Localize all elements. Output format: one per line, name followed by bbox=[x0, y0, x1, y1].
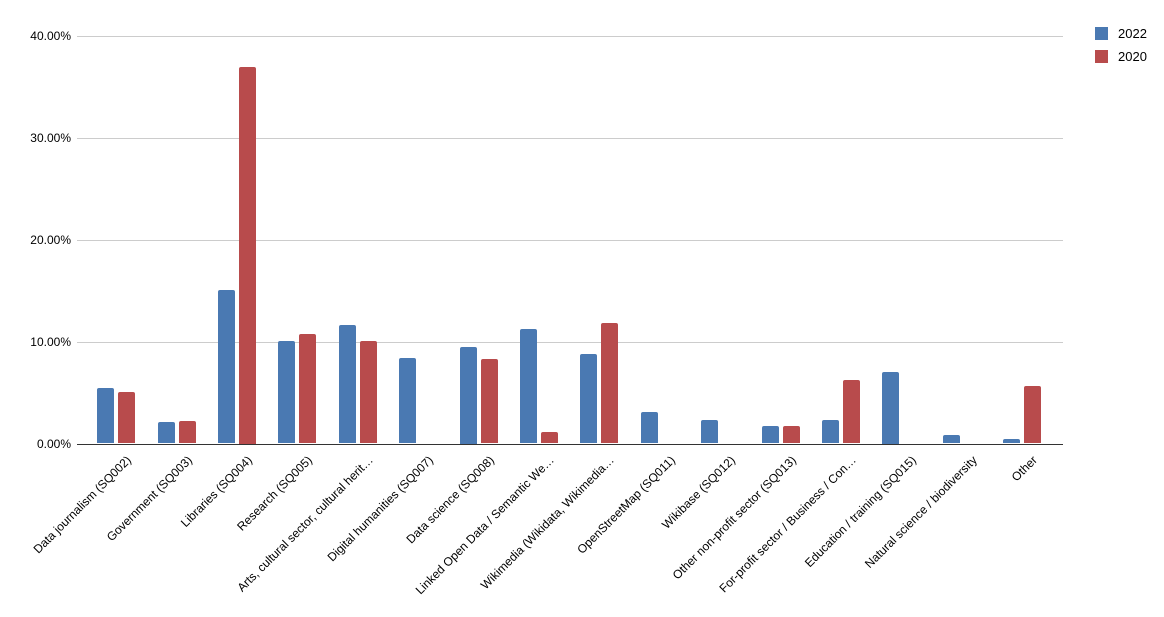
bar-2022-category-14 bbox=[942, 435, 960, 444]
y-axis-tick-label: 10.00% bbox=[30, 334, 71, 349]
bar-2022-category-8 bbox=[580, 353, 598, 444]
bar-2022-category-9 bbox=[640, 411, 658, 444]
bar-2020-category-3 bbox=[299, 334, 317, 444]
bar-2020-category-2 bbox=[239, 66, 256, 444]
y-axis-tick-label: 30.00% bbox=[30, 130, 71, 145]
bar-2022-category-5 bbox=[399, 357, 417, 444]
bar-2022-category-11 bbox=[761, 426, 779, 444]
gridline bbox=[77, 137, 1063, 139]
legend: 2022 2020 bbox=[1095, 26, 1147, 72]
y-axis-tick-label: 0.00% bbox=[36, 436, 71, 451]
legend-label: 2020 bbox=[1118, 49, 1147, 64]
bar-2022-category-1 bbox=[157, 422, 175, 444]
bar-2020-category-7 bbox=[541, 432, 558, 444]
legend-item-2020: 2020 bbox=[1095, 49, 1147, 64]
bar-2022-category-7 bbox=[520, 329, 537, 444]
legend-label: 2022 bbox=[1118, 26, 1147, 41]
bar-2020-category-1 bbox=[178, 421, 196, 444]
bar-2022-category-6 bbox=[459, 346, 477, 444]
legend-item-2022: 2022 bbox=[1095, 26, 1147, 41]
bar-2022-category-13 bbox=[882, 372, 900, 444]
y-axis-tick-label: 40.00% bbox=[30, 29, 71, 43]
bar-2020-category-0 bbox=[118, 391, 136, 444]
bar-2022-category-4 bbox=[338, 325, 356, 444]
bar-2020-category-4 bbox=[359, 340, 377, 444]
gridline bbox=[77, 36, 1063, 37]
bar-2022-category-2 bbox=[218, 289, 235, 444]
bar-2022-category-12 bbox=[822, 420, 839, 444]
gridline bbox=[77, 239, 1063, 241]
bar-2020-category-6 bbox=[480, 358, 498, 444]
gridline bbox=[77, 341, 1063, 343]
bar-2020-category-12 bbox=[843, 380, 860, 444]
legend-swatch-icon bbox=[1095, 27, 1108, 40]
y-axis-tick-label: 20.00% bbox=[30, 232, 71, 247]
bar-2022-category-0 bbox=[97, 388, 115, 444]
x-axis-baseline bbox=[77, 443, 1063, 445]
bar-2022-category-15 bbox=[1003, 439, 1021, 444]
bar-2022-category-3 bbox=[278, 340, 296, 444]
x-axis-tick-label: Other bbox=[1008, 452, 1041, 484]
bar-2020-category-15 bbox=[1024, 386, 1042, 444]
legend-swatch-icon bbox=[1095, 50, 1108, 63]
bar-2020-category-8 bbox=[601, 323, 619, 444]
bar-2020-category-11 bbox=[782, 426, 800, 444]
bar-2022-category-10 bbox=[701, 420, 719, 444]
